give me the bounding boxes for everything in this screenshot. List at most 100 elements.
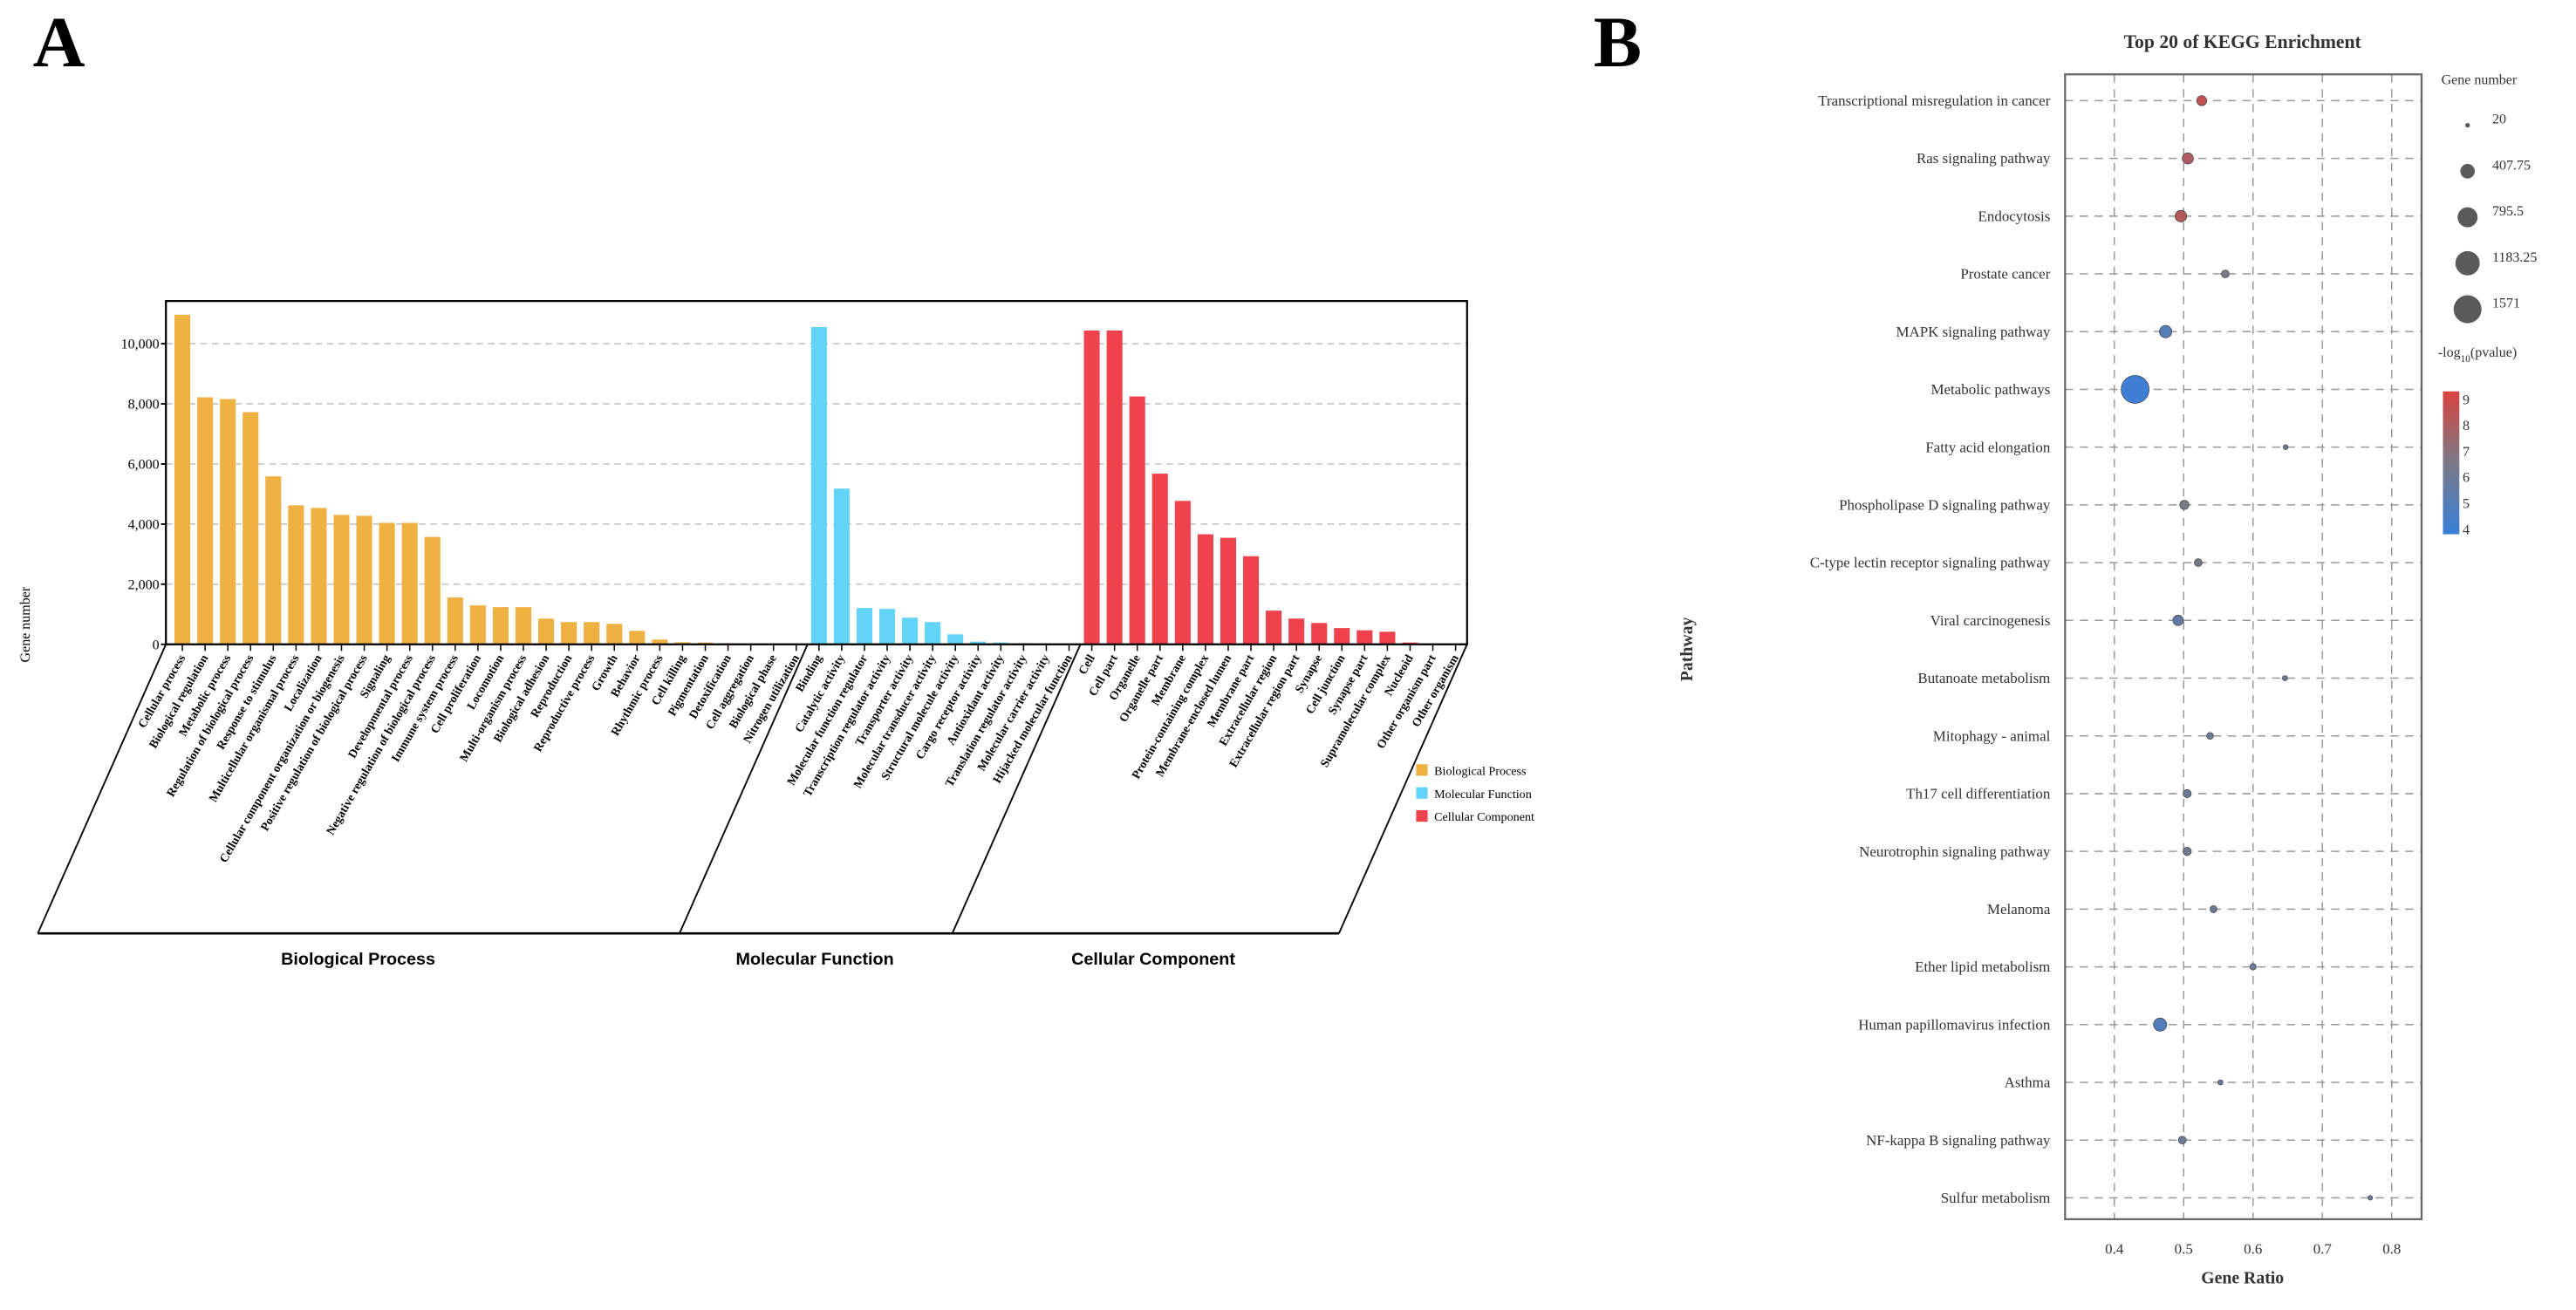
bar xyxy=(1151,474,1168,645)
y-tick-label: 0 xyxy=(153,638,160,652)
x-tick-label: 0.7 xyxy=(2313,1240,2332,1257)
pathway-label: NF-kappa B signaling pathway xyxy=(1866,1132,2051,1149)
go-bar-chart: 0 2,000 4,000 6,000 8,000 10,000 Gene number Ce… xyxy=(18,300,1534,969)
y-tick-label: 6,000 xyxy=(128,458,160,473)
bar xyxy=(674,642,691,645)
data-point xyxy=(2368,1195,2374,1201)
y-axis-title: Gene number xyxy=(18,586,33,662)
y-tick-label: 4,000 xyxy=(128,518,160,533)
bar xyxy=(902,617,919,645)
bar xyxy=(947,634,964,645)
panel-a-label: A xyxy=(33,2,85,82)
color-legend-title: -log10(pvalue) xyxy=(2438,345,2517,365)
size-legend-label: 407.75 xyxy=(2492,158,2531,173)
bar xyxy=(288,505,304,645)
data-point xyxy=(2206,732,2214,740)
color-legend-title-subscript: 10 xyxy=(2461,354,2471,365)
colorbar xyxy=(2443,391,2460,535)
x-tick-label: 0.4 xyxy=(2105,1240,2124,1257)
group-separator xyxy=(37,644,167,934)
bar xyxy=(878,609,896,645)
pathway-label: Phospholipase D signaling pathway xyxy=(1839,497,2051,514)
data-point xyxy=(2217,1079,2224,1086)
pathway-label: Sulfur metabolism xyxy=(1941,1190,2051,1206)
plot-frame xyxy=(165,300,1468,645)
data-point xyxy=(2153,1017,2168,1032)
bar xyxy=(652,639,668,645)
data-point xyxy=(2175,209,2188,222)
data-point xyxy=(2221,270,2230,278)
data-point xyxy=(2210,905,2217,913)
bar xyxy=(333,515,350,645)
color-legend-title-prefix: -log xyxy=(2438,345,2461,360)
group-separator xyxy=(679,644,809,934)
bar xyxy=(810,326,827,645)
category-label: Cell xyxy=(1076,652,1097,677)
bar xyxy=(174,314,191,645)
panel-b-label: B xyxy=(1594,2,1642,82)
legend-swatch xyxy=(1416,809,1428,822)
pathway-label: Fatty acid elongation xyxy=(1925,439,2051,455)
data-point xyxy=(2183,788,2192,798)
bar xyxy=(356,515,372,645)
colorbar-tick-label: 4 xyxy=(2463,522,2470,537)
bar xyxy=(515,607,532,645)
bar xyxy=(1334,628,1350,645)
bar xyxy=(925,622,941,645)
data-point xyxy=(2172,614,2184,626)
bar xyxy=(243,412,259,645)
plot-frame xyxy=(2064,73,2423,1221)
bar xyxy=(311,508,327,645)
data-point xyxy=(2179,500,2190,510)
bar xyxy=(1266,611,1282,645)
pathway-label: Endocytosis xyxy=(1978,208,2051,224)
size-legend-label: 1183.25 xyxy=(2492,250,2537,265)
size-legend-dot xyxy=(2457,207,2478,228)
size-legend-dot xyxy=(2465,123,2470,128)
color-legend-title-suffix: (pvalue) xyxy=(2470,345,2517,360)
data-point xyxy=(2196,95,2208,106)
colorbar-tick-label: 5 xyxy=(2463,496,2470,511)
bar xyxy=(538,618,555,645)
size-legend-title: Gene number xyxy=(2442,73,2518,88)
bar xyxy=(265,476,282,645)
legend-swatch xyxy=(1416,787,1428,799)
size-legend-dot xyxy=(2460,164,2476,179)
bar xyxy=(424,536,441,645)
bar xyxy=(197,397,214,645)
y-tick-label: 2,000 xyxy=(128,577,160,592)
pathway-label: Human papillomavirus infection xyxy=(1858,1016,2051,1033)
data-point xyxy=(2282,444,2289,450)
size-legend-dot xyxy=(2453,295,2482,324)
pathway-label: Ras signaling pathway xyxy=(1917,150,2051,167)
bar xyxy=(970,641,987,645)
pathway-label: C-type lectin receptor signaling pathway xyxy=(1810,555,2051,571)
legend-label: Molecular Function xyxy=(1434,788,1532,802)
pathway-label: Viral carcinogenesis xyxy=(1930,612,2051,629)
x-tick-label: 0.5 xyxy=(2175,1240,2193,1257)
data-point xyxy=(2194,558,2203,567)
bar xyxy=(584,622,600,645)
data-point xyxy=(2121,375,2149,404)
x-axis-title: Gene Ratio xyxy=(2201,1268,2284,1287)
bar xyxy=(1379,631,1396,645)
y-tick-label: 8,000 xyxy=(128,398,160,413)
x-tick-label: 0.8 xyxy=(2382,1240,2401,1257)
colorbar-tick-label: 8 xyxy=(2463,419,2470,433)
pathway-label: Th17 cell differentiation xyxy=(1906,786,2051,802)
bar xyxy=(492,607,509,645)
size-legend-label: 20 xyxy=(2492,113,2506,127)
pathway-label: Melanoma xyxy=(1987,901,2051,918)
group-label: Biological Process xyxy=(281,950,435,969)
group-label: Molecular Function xyxy=(736,950,894,969)
pathway-label: Transcriptional misregulation in cancer xyxy=(1818,92,2050,109)
kegg-bubble-chart: Top 20 of KEGG Enrichment 0.4 0.5 0.6 0.7 0.8… xyxy=(1677,31,2538,1287)
colorbar-tick-label: 9 xyxy=(2463,392,2470,407)
bar xyxy=(1288,618,1305,645)
size-legend-label: 1571 xyxy=(2492,297,2520,311)
colorbar-tick-label: 6 xyxy=(2463,471,2470,486)
colorbar-tick-label: 7 xyxy=(2463,445,2470,460)
y-tick-label: 10,000 xyxy=(121,338,160,352)
data-point xyxy=(2282,675,2288,681)
bar xyxy=(1106,330,1123,645)
